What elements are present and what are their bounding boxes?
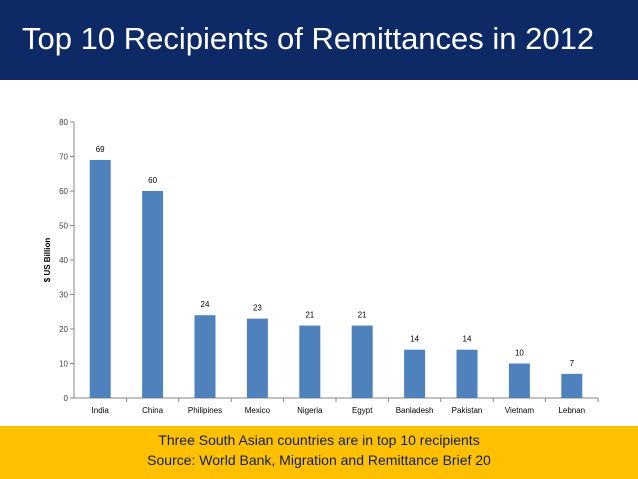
x-tick-label: Egypt xyxy=(352,406,373,415)
y-tick-label: 40 xyxy=(59,256,68,265)
bar xyxy=(246,318,268,398)
footer-note: Three South Asian countries are in top 1… xyxy=(158,432,480,448)
y-tick-label: 70 xyxy=(59,153,68,162)
y-tick-label: 20 xyxy=(59,325,68,334)
data-label: 21 xyxy=(358,311,367,320)
y-tick-label: 60 xyxy=(59,187,68,196)
data-label: 21 xyxy=(305,311,314,320)
bar xyxy=(351,325,373,398)
bar xyxy=(404,349,426,398)
chart-area: 0 10 20 30 40 50 60 70 80 $ US Billion India 69 Chin… xyxy=(0,100,638,430)
y-tick-label: 80 xyxy=(59,118,68,127)
footer-band: Three South Asian countries are in top 1… xyxy=(0,426,638,479)
data-label: 10 xyxy=(515,349,524,358)
y-axis-title: $ US Billion xyxy=(43,238,52,283)
x-tick-label: India xyxy=(92,406,110,415)
data-label: 14 xyxy=(463,335,472,344)
y-tick-label: 10 xyxy=(59,360,68,369)
data-label: 24 xyxy=(201,300,210,309)
data-label: 14 xyxy=(410,335,419,344)
title-band: Top 10 Recipients of Remittances in 2012 xyxy=(0,0,638,80)
data-label: 7 xyxy=(570,359,575,368)
slide-title: Top 10 Recipients of Remittances in 2012 xyxy=(22,21,595,56)
bar xyxy=(89,159,111,398)
bar xyxy=(508,363,530,398)
x-tick-label: Mexico xyxy=(245,406,271,415)
y-tick-label: 50 xyxy=(59,222,68,231)
x-tick-label: Philipines xyxy=(188,406,222,415)
data-label: 23 xyxy=(253,304,262,313)
bar xyxy=(299,325,321,398)
data-label: 69 xyxy=(96,145,105,154)
x-tick-label: China xyxy=(142,406,163,415)
bar xyxy=(456,349,478,398)
y-tick-label: 0 xyxy=(64,394,69,403)
bar xyxy=(142,191,164,398)
x-tick-label: Lebnan xyxy=(558,406,585,415)
x-tick-label: Banladesh xyxy=(396,406,434,415)
data-label: 60 xyxy=(148,176,157,185)
bar xyxy=(194,315,216,398)
footer-source: Source: World Bank, Migration and Remitt… xyxy=(147,452,491,468)
x-tick-label: Nigeria xyxy=(297,406,323,415)
bar-chart: 0 10 20 30 40 50 60 70 80 $ US Billion India 69 Chin… xyxy=(43,118,599,415)
x-tick-label: Pakistan xyxy=(452,406,483,415)
x-tick-label: Vietnam xyxy=(505,406,535,415)
y-tick-label: 30 xyxy=(59,291,68,300)
bar xyxy=(561,373,583,398)
